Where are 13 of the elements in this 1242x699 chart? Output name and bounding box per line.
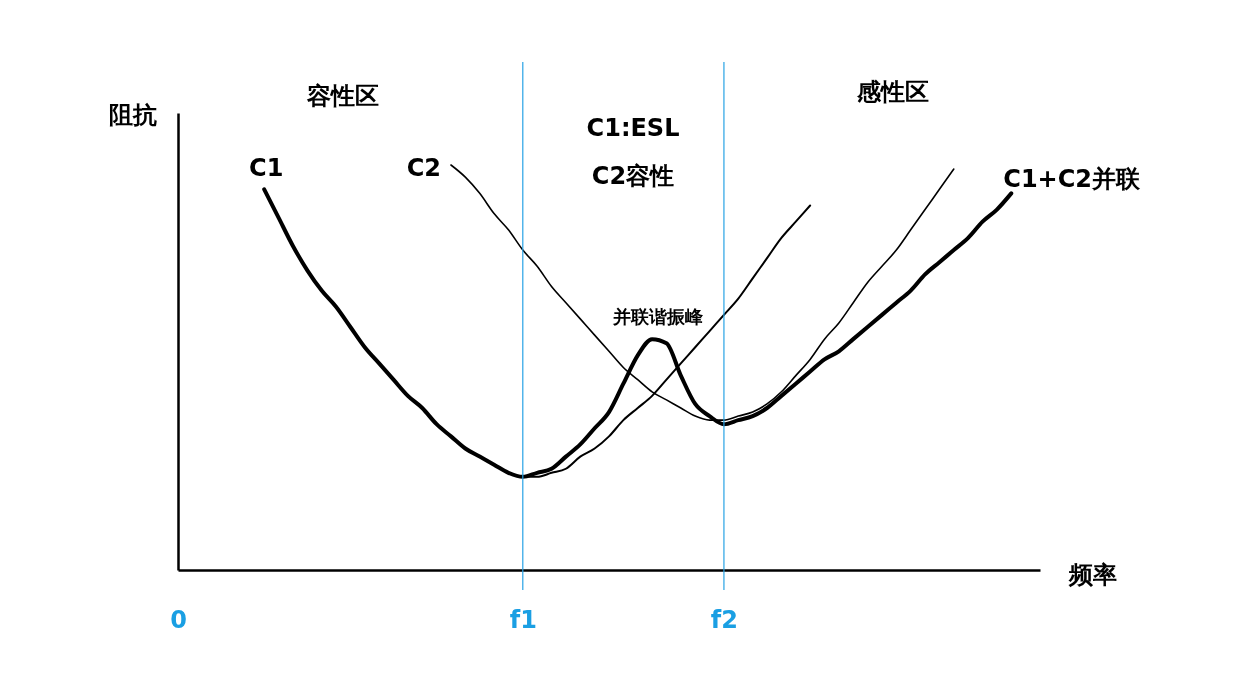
- series-label: C1+C2并联: [1003, 165, 1141, 194]
- x-tick-label: 0: [170, 605, 187, 634]
- annotation: C2容性: [591, 162, 675, 190]
- x-tick-label: f2: [710, 605, 738, 634]
- y-axis-title: 阻抗: [108, 100, 157, 129]
- x-axis-title: 频率: [1067, 560, 1117, 589]
- text: 容性区: [306, 82, 379, 110]
- x-tick-label: f1: [509, 605, 537, 634]
- text: C1:ESL: [586, 114, 680, 142]
- text: 感性区: [856, 78, 929, 106]
- annotation: 并联谐振峰: [612, 306, 704, 328]
- series-label: C1: [249, 154, 284, 183]
- series-label: C2: [406, 154, 441, 182]
